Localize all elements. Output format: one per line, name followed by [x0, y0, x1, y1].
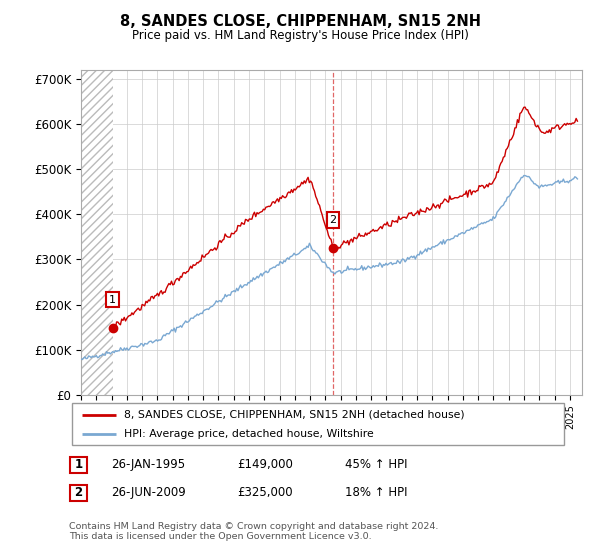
Text: HPI: Average price, detached house, Wiltshire: HPI: Average price, detached house, Wilt… — [124, 430, 373, 439]
Text: 1: 1 — [74, 458, 83, 472]
Text: Contains HM Land Registry data © Crown copyright and database right 2024.
This d: Contains HM Land Registry data © Crown c… — [69, 522, 439, 542]
Bar — [81, 70, 113, 395]
Text: 2: 2 — [329, 215, 337, 225]
Text: £149,000: £149,000 — [237, 458, 293, 472]
Text: 26-JAN-1995: 26-JAN-1995 — [111, 458, 185, 472]
Text: 8, SANDES CLOSE, CHIPPENHAM, SN15 2NH (detached house): 8, SANDES CLOSE, CHIPPENHAM, SN15 2NH (d… — [124, 410, 464, 420]
Text: 18% ↑ HPI: 18% ↑ HPI — [345, 486, 407, 500]
Text: 2: 2 — [74, 486, 83, 500]
Text: 26-JUN-2009: 26-JUN-2009 — [111, 486, 186, 500]
Text: 45% ↑ HPI: 45% ↑ HPI — [345, 458, 407, 472]
Text: 1: 1 — [109, 295, 116, 305]
Text: Price paid vs. HM Land Registry's House Price Index (HPI): Price paid vs. HM Land Registry's House … — [131, 29, 469, 42]
Text: £325,000: £325,000 — [237, 486, 293, 500]
Text: 8, SANDES CLOSE, CHIPPENHAM, SN15 2NH: 8, SANDES CLOSE, CHIPPENHAM, SN15 2NH — [119, 14, 481, 29]
